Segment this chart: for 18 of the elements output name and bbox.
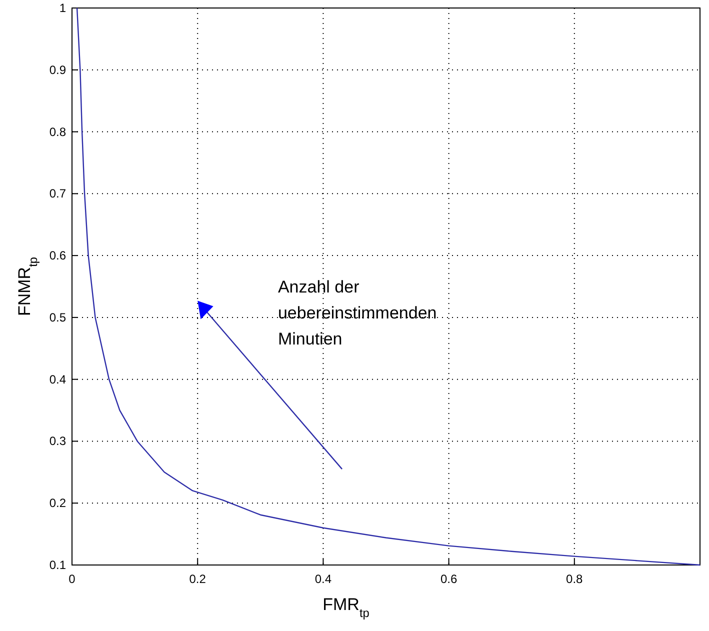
y-tick-label: 0.5: [49, 310, 66, 324]
y-tick-label: 0.2: [49, 496, 66, 510]
y-tick-label: 0.3: [49, 434, 66, 448]
x-axis-title: FMR$_{tp}$: [322, 595, 370, 620]
y-tick-label: 0.1: [49, 558, 66, 572]
y-tick-label: 0.8: [49, 124, 66, 139]
x-tick-label: 0.4: [314, 572, 332, 586]
x-tick-label: 0: [68, 572, 76, 586]
y-tick-label: 0.4: [49, 372, 66, 386]
y-tick-label: 0.7: [49, 186, 66, 201]
y-tick-label: 0.6: [49, 248, 66, 263]
x-tick-label: 0.2: [189, 572, 206, 586]
annotation: Anzahl der uebereinstimmenden Minutien: [278, 278, 437, 349]
y-tick-label: 0.9: [49, 62, 66, 77]
x-tick-label: 0.6: [440, 572, 458, 586]
x-tick-label: 0.8: [566, 572, 584, 586]
y-tick-label: 1: [59, 1, 66, 15]
line-series: [76, 7, 701, 566]
